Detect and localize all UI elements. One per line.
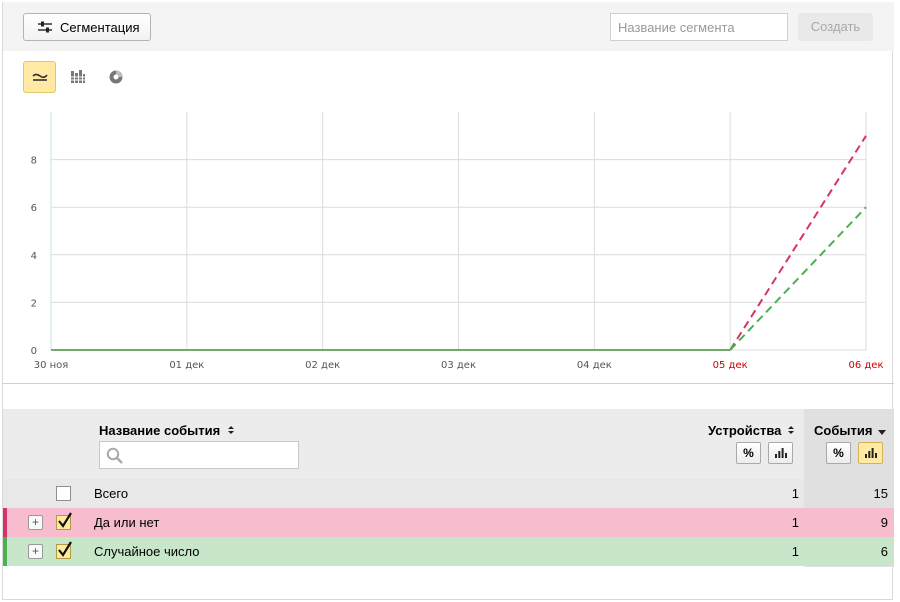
event-name: Случайное число (94, 544, 200, 559)
bar-values-icon (774, 448, 787, 458)
series-color-bar (3, 508, 7, 537)
pie-chart-tab[interactable] (99, 61, 132, 93)
search-icon (106, 447, 123, 464)
table-row[interactable]: + Случайное число 1 6 (3, 537, 894, 566)
events-cell-highlight (804, 479, 894, 508)
y-tick-label: 8 (31, 156, 37, 167)
segmentation-button[interactable]: Сегментация (23, 13, 151, 41)
events-value: 6 (880, 544, 888, 559)
expand-row-button[interactable]: + (28, 515, 43, 530)
devices-column-header[interactable]: Устройства (703, 423, 795, 438)
divider (3, 383, 894, 384)
event-search-input[interactable] (99, 441, 299, 469)
series-line-dashed (729, 135, 867, 351)
row-checkbox[interactable] (56, 512, 72, 530)
event-name: Да или нет (94, 515, 160, 530)
row-checkbox[interactable] (56, 486, 71, 501)
bar-values-icon (864, 448, 877, 458)
x-tick-label: 04 дек (577, 360, 612, 371)
bar-chart-tab[interactable] (61, 61, 94, 93)
devices-percent-toggle[interactable]: % (736, 442, 761, 464)
x-tick-label: 01 дек (169, 360, 204, 371)
sliders-icon (38, 21, 52, 33)
events-header-label: События (814, 423, 873, 438)
line-chart-icon (31, 73, 48, 81)
segment-toolbar: Сегментация Создать (3, 2, 894, 51)
devices-header-label: Устройства (707, 423, 782, 438)
line-chart-tab[interactable] (23, 61, 56, 93)
pie-chart-icon (109, 70, 122, 84)
devices-value: 1 (791, 515, 799, 530)
table-row[interactable]: Всего 1 15 (3, 479, 894, 508)
events-column-header[interactable]: События (814, 423, 887, 438)
segmentation-label: Сегментация (60, 19, 140, 35)
event-name: Всего (94, 486, 129, 501)
y-tick-label: 0 (31, 346, 37, 357)
events-percent-toggle[interactable]: % (826, 442, 851, 464)
x-tick-label: 30 ноя (34, 360, 69, 371)
segment-name-input[interactable] (610, 13, 788, 41)
devices-value: 1 (791, 544, 799, 559)
events-value: 9 (880, 515, 888, 530)
devices-value: 1 (791, 486, 799, 501)
create-button[interactable]: Создать (798, 13, 873, 41)
y-tick-label: 4 (31, 251, 37, 262)
x-tick-label: 03 дек (441, 360, 476, 371)
sort-icon (788, 426, 794, 434)
series-line-dashed (729, 206, 867, 351)
bar-chart-icon (69, 70, 86, 83)
events-absolute-toggle[interactable] (858, 442, 883, 464)
sort-desc-icon (878, 430, 887, 435)
expand-row-button[interactable]: + (28, 544, 43, 559)
checkmark-icon (58, 541, 72, 557)
y-tick-label: 2 (31, 298, 37, 309)
table-header: Название события Устройства % (3, 409, 894, 479)
chart-type-tabs (23, 61, 137, 93)
x-tick-label: 02 дек (305, 360, 340, 371)
y-tick-label: 6 (31, 203, 37, 214)
x-tick-label: 06 дек (848, 360, 883, 371)
events-value: 15 (873, 486, 888, 501)
table-row[interactable]: + Да или нет 1 9 (3, 508, 894, 537)
checkmark-icon (58, 512, 72, 528)
event-name-header-label: Название события (99, 423, 221, 438)
events-line-chart: 0 2 4 6 8 30 ноя 01 дек 02 дек 03 дек 04 дек 05 де… (31, 112, 884, 371)
event-name-column-header[interactable]: Название события (99, 423, 235, 438)
series-color-bar (3, 537, 7, 566)
sort-icon (227, 426, 234, 434)
row-checkbox[interactable] (56, 541, 72, 559)
devices-absolute-toggle[interactable] (768, 442, 793, 464)
x-tick-label: 05 дек (713, 360, 748, 371)
